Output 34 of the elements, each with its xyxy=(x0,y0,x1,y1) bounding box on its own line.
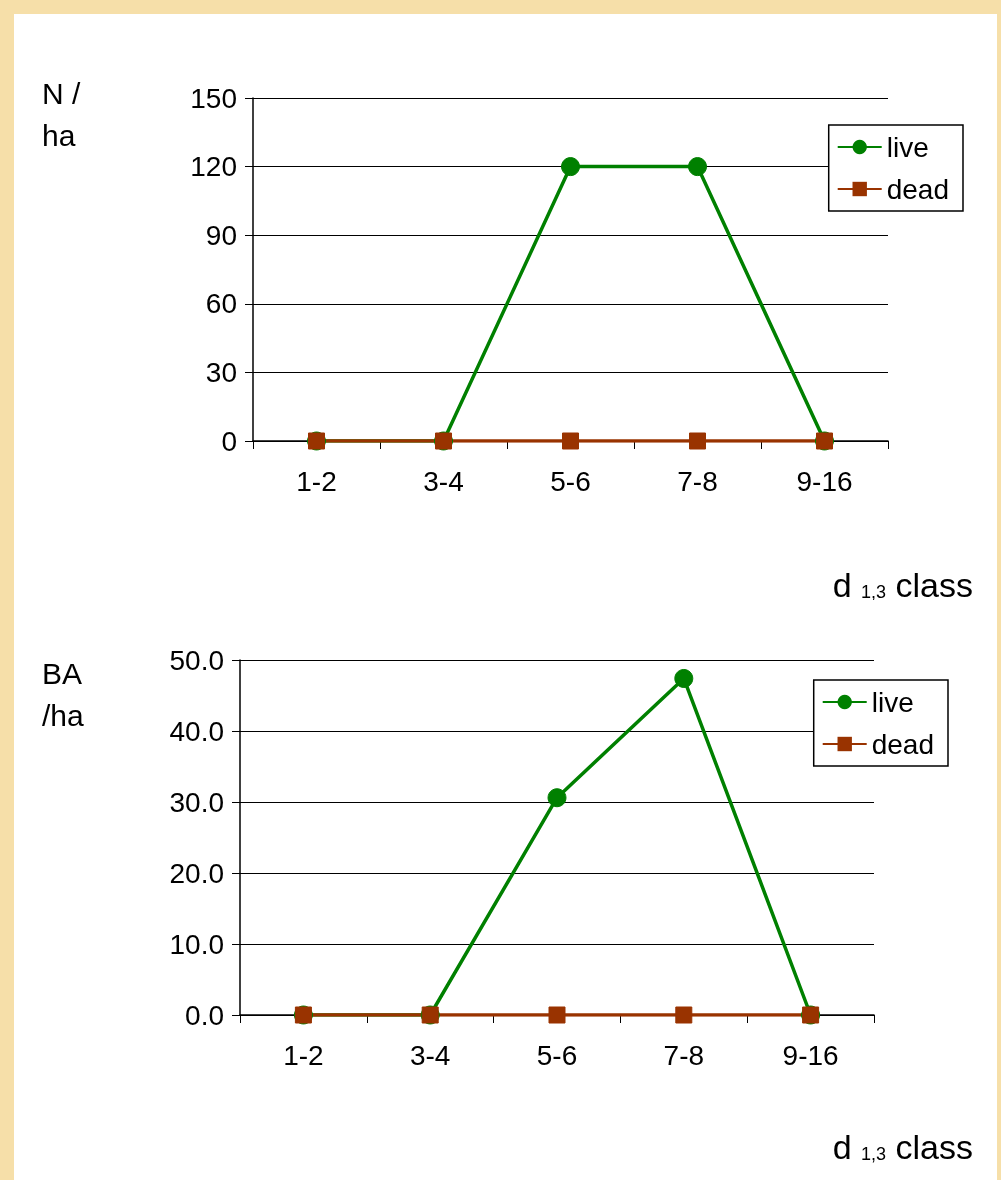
point xyxy=(675,1006,693,1024)
point xyxy=(547,788,567,808)
point xyxy=(548,1006,566,1024)
y-tick-label: 40.0 xyxy=(169,715,224,747)
y-tick-label: 10.0 xyxy=(169,928,224,960)
x-tick-label: 5-6 xyxy=(536,1039,578,1071)
x-tick-label: 1-2 xyxy=(283,1039,324,1071)
legend-label: dead xyxy=(871,728,935,760)
y-axis-title: BA /ha xyxy=(42,656,85,732)
y-tick-label: 0 xyxy=(221,425,237,457)
legend-label: live xyxy=(871,686,914,718)
y-tick-label: 20.0 xyxy=(169,857,224,889)
x-tick-label: 3-4 xyxy=(409,1039,451,1071)
legend-label: dead xyxy=(886,173,950,205)
x-tick-label: 9-16 xyxy=(796,465,853,497)
x-tick-label: 9-16 xyxy=(782,1039,839,1071)
y-tick-label: 60 xyxy=(205,288,237,320)
y-tick-label: 30.0 xyxy=(169,786,224,818)
y-axis-title: N / ha xyxy=(42,76,81,152)
y-tick-label: 30 xyxy=(205,356,237,388)
legend-label: live xyxy=(886,131,929,163)
y-tick-label: 90 xyxy=(205,219,237,251)
y-tick-label: 50.0 xyxy=(169,644,224,676)
x-tick-label: 7-8 xyxy=(663,1039,705,1071)
x-tick-label: 7-8 xyxy=(677,465,718,497)
x-tick-label: 1-2 xyxy=(296,465,337,497)
y-tick-label: 0.0 xyxy=(185,999,224,1031)
point xyxy=(674,668,694,688)
x-axis-title: d 1,3 class xyxy=(832,1128,974,1166)
x-tick-label: 5-6 xyxy=(550,465,591,497)
x-axis-title: d 1,3 class xyxy=(832,566,974,604)
x-tick-label: 3-4 xyxy=(423,465,464,497)
y-tick-label: 150 xyxy=(190,82,237,114)
y-tick-label: 120 xyxy=(190,151,237,183)
